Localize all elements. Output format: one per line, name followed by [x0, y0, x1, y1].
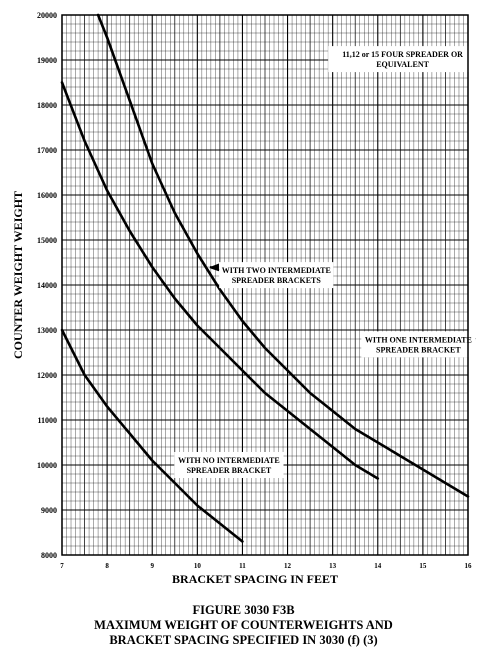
- x-tick-label: 14: [374, 562, 382, 570]
- plot-frame: [61, 14, 469, 556]
- annotation-line-1: WITH NO INTERMEDIATE: [178, 456, 280, 465]
- y-tick-label: 8000: [41, 551, 57, 560]
- annotation-line-2: SPREADER BRACKETS: [232, 276, 322, 285]
- y-tick-label: 18000: [37, 101, 57, 110]
- y-tick-label: 14000: [37, 281, 57, 290]
- annotation-box: [219, 262, 334, 289]
- y-tick-label: 17000: [37, 146, 57, 155]
- y-tick-label: 20000: [37, 11, 57, 20]
- x-tick-label: 16: [465, 562, 473, 570]
- annotation-line-1: WITH TWO INTERMEDIATE: [222, 266, 331, 275]
- x-tick-labels: 7 8 9 10 11 12 13 14 15 16: [60, 562, 472, 570]
- series-line-2: [60, 81, 380, 480]
- x-tick-label: 8: [105, 562, 109, 570]
- annotation-line-2: EQUIVALENT: [376, 60, 429, 69]
- annotation-box: [361, 331, 476, 358]
- y-tick-label: 13000: [37, 326, 57, 335]
- x-tick-label: 10: [194, 562, 202, 570]
- y-tick-label: 12000: [37, 371, 57, 380]
- y-tick-label: 15000: [37, 236, 57, 245]
- annotation-arrowhead: [209, 263, 219, 271]
- y-tick-labels: 8000 9000 10000 11000 12000 13000 14000 15000 16…: [37, 11, 57, 560]
- x-tick-label: 11: [239, 562, 246, 570]
- annotation-line-1: 11,12 or 15 FOUR SPREADER OR: [342, 50, 463, 59]
- x-tick-label: 15: [419, 562, 427, 570]
- series-line-3: [60, 328, 244, 543]
- annotation-box: [174, 452, 284, 478]
- y-tick-label: 11000: [37, 416, 57, 425]
- series-lines: [60, 13, 470, 543]
- annotation-box: [328, 46, 478, 73]
- annotation-line-2: SPREADER BRACKET: [376, 345, 461, 354]
- series-line-1: [96, 13, 470, 498]
- x-tick-label: 7: [60, 562, 64, 570]
- annotation-line-2: SPREADER BRACKET: [187, 466, 272, 475]
- x-axis-label: BRACKET SPACING IN FEET: [172, 572, 338, 586]
- x-tick-label: 12: [284, 562, 292, 570]
- figure-title-line-2: BRACKET SPACING SPECIFIED IN 3030 (f) (3…: [109, 633, 378, 647]
- figure-number: FIGURE 3030 F3B: [192, 603, 295, 617]
- y-tick-label: 16000: [37, 191, 57, 200]
- y-tick-label: 10000: [37, 461, 57, 470]
- x-tick-label: 9: [150, 562, 154, 570]
- figure-title-line-1: MAXIMUM WEIGHT OF COUNTERWEIGHTS AND: [94, 618, 393, 632]
- y-tick-label: 9000: [41, 506, 57, 515]
- y-axis-label: COUNTER WEIGHT WEIGHT: [11, 191, 25, 359]
- annotation-line-1: WITH ONE INTERMEDIATE: [365, 335, 472, 344]
- x-tick-label: 13: [329, 562, 337, 570]
- y-tick-label: 19000: [37, 56, 57, 65]
